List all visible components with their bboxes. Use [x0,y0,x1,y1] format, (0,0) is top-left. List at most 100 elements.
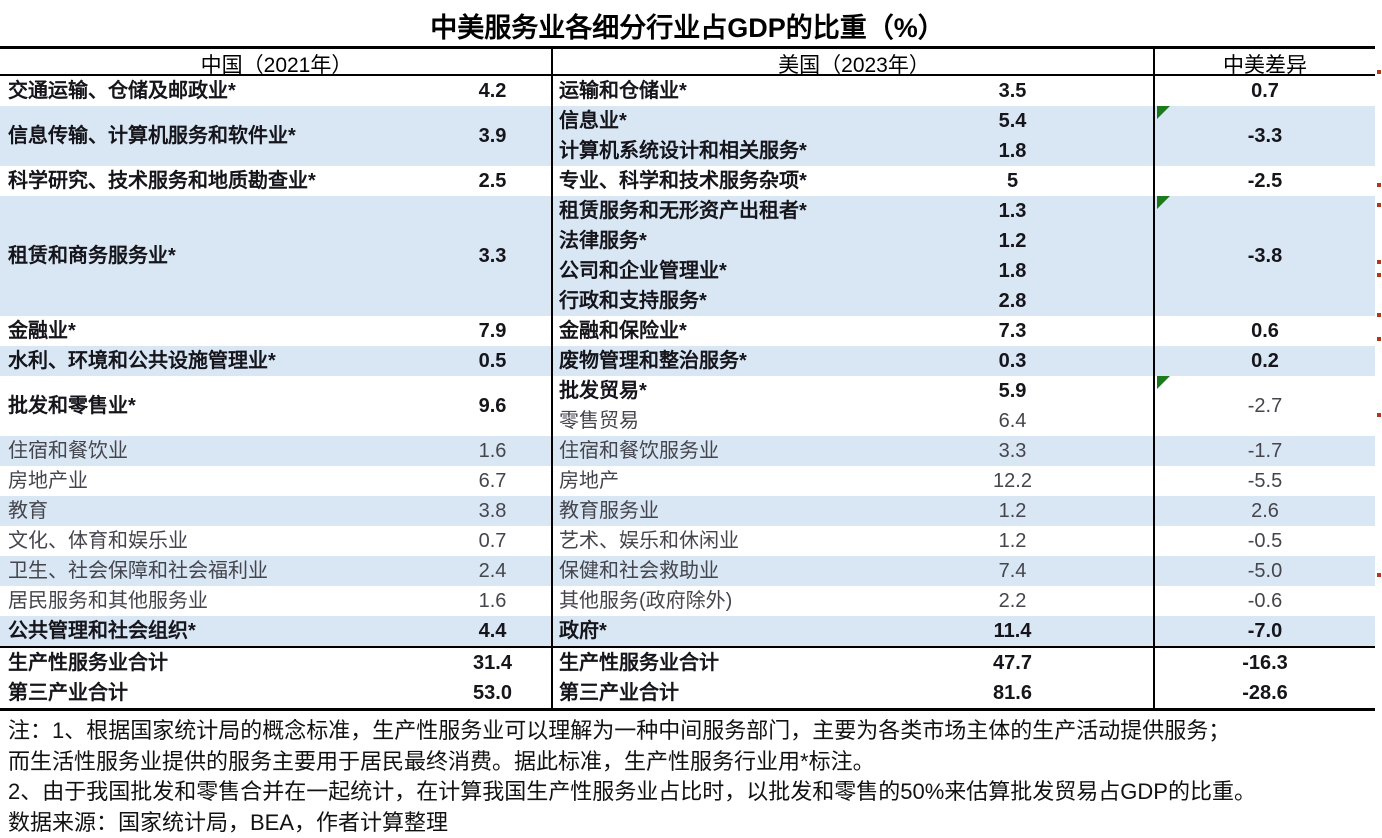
diff-value-cell: -3.8 [1155,196,1375,316]
china-value-cell: 7.9 [432,316,553,346]
diff-value-cell: 0.7 [1155,76,1375,106]
china-value-cell: 2.5 [432,166,553,196]
us-total-label: 第三产业合计 [553,678,870,708]
us-value-cell: 6.4 [870,406,1155,436]
china-value-cell: 4.2 [432,76,553,106]
table-header-row: 中国（2021年） 美国（2023年） 中美差异 [0,49,1375,76]
us-value-cell: 12.2 [870,466,1155,496]
us-total-label: 生产性服务业合计 [553,648,870,678]
us-value-cell: 1.2 [870,496,1155,526]
us-industry-cell: 废物管理和整治服务* [553,346,870,376]
china-industry-cell: 交通运输、仓储及邮政业* [0,76,432,106]
china-value-cell: 1.6 [432,586,553,616]
diff-value-cell: 2.6 [1155,496,1375,526]
diff-value-cell: 0.2 [1155,346,1375,376]
us-total-value: 81.6 [870,678,1155,708]
china-value-cell: 3.9 [432,106,553,166]
diff-value-cell: -2.5 [1155,166,1375,196]
us-value-cell: 3.3 [870,436,1155,466]
clipped-content-mark [1377,260,1381,264]
china-value-cell: 3.3 [432,196,553,316]
china-value-cell: 2.4 [432,556,553,586]
china-total-label: 生产性服务业合计 [0,648,432,678]
china-value-cell: 6.7 [432,466,553,496]
us-total-value: 47.7 [870,648,1155,678]
us-industry-cell: 政府* [553,616,870,646]
china-value-cell: 0.5 [432,346,553,376]
us-value-cell: 1.3 [870,196,1155,226]
china-value-cell: 4.4 [432,616,553,646]
us-value-cell: 1.2 [870,226,1155,256]
us-industry-cell: 批发贸易* [553,376,870,406]
us-industry-cell: 教育服务业 [553,496,870,526]
us-value-cell: 7.4 [870,556,1155,586]
us-industry-cell: 零售贸易 [553,406,870,436]
us-value-cell: 5 [870,166,1155,196]
column-divider-china-us [551,49,553,708]
china-industry-cell: 批发和零售业* [0,376,432,436]
us-industry-cell: 艺术、娱乐和休闲业 [553,526,870,556]
page-title: 中美服务业各细分行业占GDP的比重（%） [0,6,1375,45]
clipped-content-mark [1377,183,1381,187]
us-value-cell: 2.2 [870,586,1155,616]
note-line: 而生活性服务业提供的服务主要用于居民最终消费。据此标准，生产性服务行业用*标注。 [8,747,1256,778]
us-value-cell: 5.4 [870,106,1155,136]
us-value-cell: 1.8 [870,256,1155,286]
us-value-cell: 3.5 [870,76,1155,106]
china-industry-cell: 租赁和商务服务业* [0,196,432,316]
us-industry-cell: 保健和社会救助业 [553,556,870,586]
china-value-cell: 0.7 [432,526,553,556]
header-china: 中国（2021年） [0,49,553,79]
us-value-cell: 11.4 [870,616,1155,646]
us-industry-cell: 法律服务* [553,226,870,256]
us-value-cell: 1.8 [870,136,1155,166]
china-industry-cell: 公共管理和社会组织* [0,616,432,646]
us-industry-cell: 行政和支持服务* [553,286,870,316]
china-industry-cell: 水利、环境和公共设施管理业* [0,346,432,376]
comparison-table: 中国（2021年） 美国（2023年） 中美差异 交通运输、仓储及邮政业*4.2… [0,46,1375,711]
us-industry-cell: 专业、科学和技术服务杂项* [553,166,870,196]
diff-total-value: -28.6 [1155,678,1375,708]
column-divider-us-diff [1153,49,1155,708]
us-industry-cell: 住宿和餐饮服务业 [553,436,870,466]
clipped-content-mark [1377,337,1381,341]
diff-total-value: -16.3 [1155,648,1375,678]
china-total-value: 53.0 [432,678,553,708]
clipped-content-mark [1377,203,1381,207]
diff-value-cell: -3.3 [1155,106,1375,166]
china-industry-cell: 居民服务和其他服务业 [0,586,432,616]
diff-value-cell: -5.5 [1155,466,1375,496]
china-industry-cell: 卫生、社会保障和社会福利业 [0,556,432,586]
us-value-cell: 7.3 [870,316,1155,346]
us-industry-cell: 金融和保险业* [553,316,870,346]
footnotes: 注：1、根据国家统计局的概念标准，生产性服务业可以理解为一种中间服务部门，主要为… [8,716,1256,838]
flag-triangle-icon [1157,106,1170,119]
diff-value-cell: -2.7 [1155,376,1375,436]
us-industry-cell: 其他服务(政府除外) [553,586,870,616]
us-value-cell: 0.3 [870,346,1155,376]
diff-value-cell: 0.6 [1155,316,1375,346]
note-line: 数据来源：国家统计局，BEA，作者计算整理 [8,808,1256,838]
china-industry-cell: 住宿和餐饮业 [0,436,432,466]
us-industry-cell: 运输和仓储业* [553,76,870,106]
diff-value-cell: -0.6 [1155,586,1375,616]
china-industry-cell: 房地产业 [0,466,432,496]
us-industry-cell: 租赁服务和无形资产出租者* [553,196,870,226]
china-industry-cell: 金融业* [0,316,432,346]
clipped-content-mark [1377,313,1381,317]
china-value-cell: 3.8 [432,496,553,526]
china-value-cell: 9.6 [432,376,553,436]
china-industry-cell: 文化、体育和娱乐业 [0,526,432,556]
china-industry-cell: 教育 [0,496,432,526]
flag-triangle-icon [1157,196,1170,209]
china-value-cell: 1.6 [432,436,553,466]
diff-value-cell: -5.0 [1155,556,1375,586]
flag-triangle-icon [1157,376,1170,389]
us-industry-cell: 公司和企业管理业* [553,256,870,286]
us-value-cell: 2.8 [870,286,1155,316]
clipped-content-mark [1377,573,1381,577]
clipped-content-mark [1377,70,1381,74]
clipped-content-mark [1377,413,1381,417]
us-industry-cell: 计算机系统设计和相关服务* [553,136,870,166]
